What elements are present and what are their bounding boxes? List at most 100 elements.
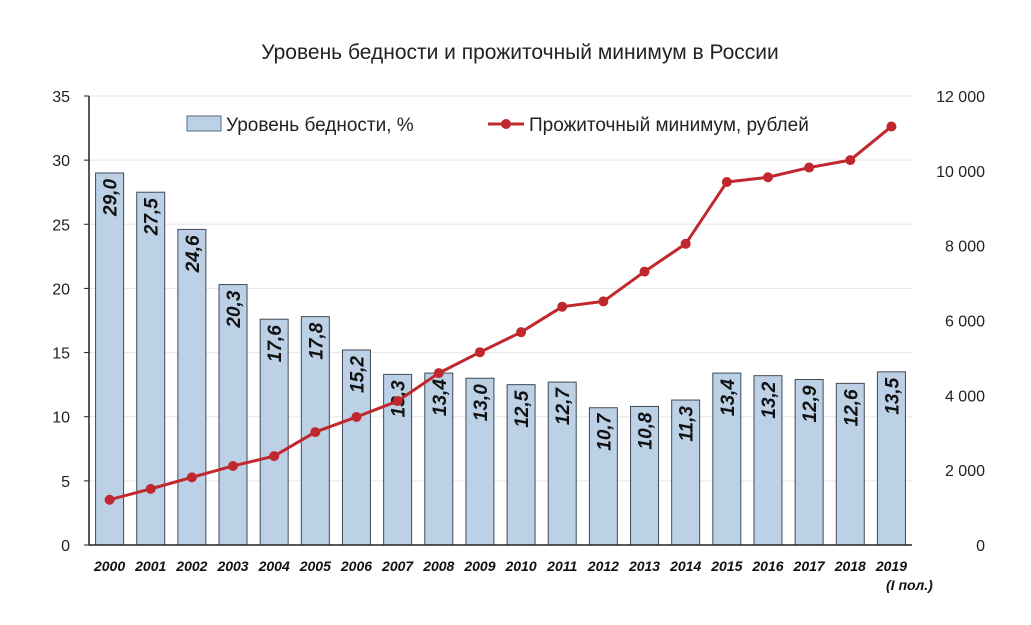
- x-tick-label: 2004: [258, 558, 290, 574]
- chart-title: Уровень бедности и прожиточный минимум в…: [261, 41, 779, 64]
- bar-data-label: 27,5: [142, 198, 163, 236]
- right-tick-label: 8 000: [945, 239, 985, 256]
- line-point: [392, 396, 403, 407]
- x-tick-label: 2014: [669, 558, 701, 574]
- right-tick-label: 2 000: [945, 463, 985, 480]
- right-tick-label: 0: [976, 538, 985, 555]
- line-point: [104, 494, 115, 505]
- bar: [712, 372, 742, 546]
- line-point: [269, 451, 280, 462]
- bar-data-label: 11,3: [677, 406, 698, 442]
- x-tick-label: 2003: [216, 558, 248, 574]
- bar-data-label: 17,8: [306, 322, 327, 359]
- x-tick-label: 2005: [299, 558, 331, 574]
- bar-data-label: 13,2: [759, 381, 780, 418]
- x-tick-label: 2012: [587, 558, 619, 574]
- left-tick-label: 15: [52, 346, 70, 363]
- bar: [95, 172, 125, 546]
- x-tick-label: 2015: [710, 558, 742, 574]
- x-tick-sublabel: (I пол.): [886, 577, 933, 593]
- line-series: [104, 121, 897, 505]
- left-tick-label: 5: [61, 474, 70, 491]
- bar: [259, 318, 289, 546]
- bar-data-label: 13,4: [430, 379, 451, 416]
- line-point: [557, 301, 568, 312]
- right-axis-ticks: 0 2 000 4 000 6 000 8 000 10 000 12 000: [936, 89, 985, 555]
- legend-marker-minimum: [501, 119, 511, 129]
- x-tick-label: 2017: [793, 558, 826, 574]
- line-point: [845, 155, 856, 166]
- line-point: [145, 483, 156, 494]
- bar: [465, 377, 495, 546]
- x-tick-label: 2006: [340, 558, 372, 574]
- line-point: [680, 238, 691, 249]
- bar-data-label: 13,5: [882, 377, 903, 414]
- line-point: [351, 411, 362, 422]
- right-tick-label: 4 000: [945, 388, 985, 405]
- line-point: [433, 368, 444, 379]
- x-tick-label: 2011: [546, 558, 577, 574]
- bar: [588, 407, 618, 546]
- bar: [876, 371, 906, 546]
- bar: [753, 375, 783, 546]
- bar: [300, 316, 330, 546]
- bar-data-label: 12,6: [841, 389, 862, 426]
- x-tick-label: 2007: [381, 558, 414, 574]
- x-tick-label: 2010: [504, 558, 536, 574]
- bar: [341, 349, 371, 546]
- left-tick-label: 35: [52, 89, 70, 106]
- line-point: [186, 472, 197, 483]
- bar-data-label: 12,9: [800, 385, 821, 422]
- line-point: [598, 296, 609, 307]
- x-tick-label: 2009: [463, 558, 495, 574]
- x-tick-label: 2018: [834, 558, 866, 574]
- bar-labels: 29,027,524,620,317,617,815,213,313,413,0…: [101, 179, 904, 451]
- x-tick-label: 2001: [134, 558, 166, 574]
- x-tick-label: 2016: [751, 558, 783, 574]
- bar-data-label: 10,7: [594, 412, 615, 450]
- bar-data-label: 10,8: [636, 412, 657, 449]
- bar-data-label: 12,7: [553, 387, 574, 425]
- line-point: [310, 427, 321, 438]
- left-tick-label: 30: [52, 153, 70, 170]
- line-point: [886, 121, 897, 132]
- line-point: [804, 162, 815, 173]
- line-point: [639, 266, 650, 277]
- line-point: [721, 177, 732, 188]
- right-tick-label: 10 000: [936, 164, 985, 181]
- bar: [547, 381, 577, 546]
- bar-data-label: 24,6: [183, 235, 204, 273]
- x-tick-label: 2000: [93, 558, 125, 574]
- x-tick-label: 2002: [175, 558, 207, 574]
- axes: [84, 95, 912, 546]
- right-tick-label: 6 000: [945, 314, 985, 331]
- bar-data-label: 13,0: [471, 384, 492, 421]
- bar-data-label: 12,5: [512, 390, 533, 427]
- bar: [177, 228, 207, 546]
- left-tick-label: 0: [61, 538, 70, 555]
- bar: [794, 379, 824, 546]
- bar-series: [95, 172, 906, 546]
- left-axis-ticks: 0 5 10 15 20 25 30 35: [52, 89, 70, 555]
- legend-label-poverty: Уровень бедности, %: [226, 115, 414, 136]
- grid-lines: [89, 95, 912, 546]
- legend: Уровень бедности, % Прожиточный минимум,…: [186, 115, 809, 136]
- x-tick-label: 2008: [422, 558, 454, 574]
- line-point: [516, 327, 527, 338]
- line-point: [474, 347, 485, 358]
- bar: [835, 382, 865, 546]
- x-tick-label: 2013: [628, 558, 660, 574]
- left-tick-label: 10: [52, 410, 70, 427]
- x-axis-ticks: 2000 2001 2002 2003 2004 2005 2006 2007 2008 2009…: [93, 558, 933, 593]
- left-tick-label: 20: [52, 281, 70, 298]
- line-point: [762, 172, 773, 183]
- x-tick-label: 2019: [875, 558, 907, 574]
- bar-data-label: 13,4: [718, 379, 739, 416]
- bar-data-label: 29,0: [101, 179, 122, 217]
- bar-data-label: 15,2: [347, 356, 368, 393]
- right-tick-label: 12 000: [936, 89, 985, 106]
- left-tick-label: 25: [52, 217, 70, 234]
- bar-data-label: 17,6: [265, 325, 286, 362]
- line-path: [109, 125, 893, 502]
